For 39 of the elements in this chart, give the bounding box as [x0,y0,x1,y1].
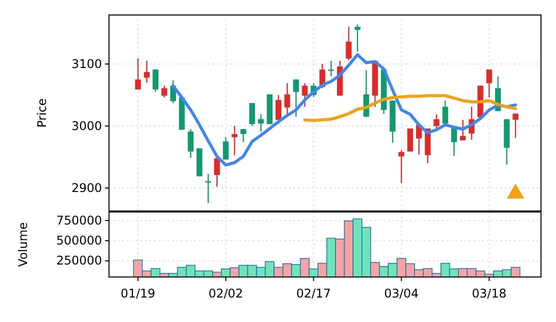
candlestick [346,26,352,61]
candlestick [486,68,492,98]
y-tick-label: 3000 [71,118,102,133]
candlestick [407,128,414,152]
candlestick [249,102,256,127]
candlestick [152,68,158,93]
y-tick-label: 250000 [56,254,102,268]
x-tick-label: 01/19 [120,286,156,301]
candlestick [460,119,466,141]
candlestick [354,24,360,52]
candlestick [276,94,282,125]
candlestick [512,113,518,138]
candlestick [144,60,150,84]
y-tick-label: 2900 [71,180,102,195]
candlestick [232,125,238,156]
candlestick [258,114,264,132]
candlestick [135,58,141,90]
y-axis-title: Volume [16,222,30,267]
x-tick-label: 02/17 [296,286,331,301]
candlestick [240,128,246,143]
candlestick [398,150,404,184]
y-axis-title: Price [35,98,49,128]
candlestick [451,128,457,156]
candlestick [293,78,299,118]
candlestick [222,136,229,160]
candlestick [302,82,308,108]
candlestick [205,173,212,204]
x-tick-label: 03/04 [384,286,419,301]
candlestick [188,128,194,158]
line-series [172,53,518,167]
candlestick [328,60,334,78]
x-tick-label: 03/18 [472,286,506,301]
y-tick-label: 750000 [56,213,102,228]
x-tick-label: 02/02 [208,286,244,301]
y-tick-label: 500000 [56,234,102,248]
candlestick [442,100,448,124]
candlestick [161,85,168,98]
y-tick-label: 3100 [71,56,102,71]
candlestick [434,114,440,130]
